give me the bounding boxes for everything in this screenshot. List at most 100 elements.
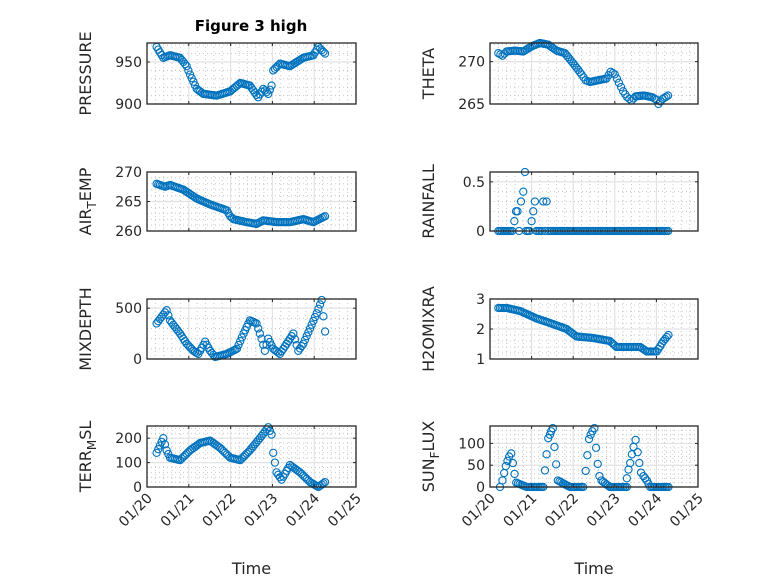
data-point <box>593 459 602 469</box>
data-point <box>184 66 193 75</box>
data-point <box>267 81 276 90</box>
x-tick-label: 01/20 <box>116 491 156 531</box>
x-tick-label: 01/21 <box>158 491 198 531</box>
data-point <box>317 295 326 305</box>
data-point <box>252 319 261 328</box>
data-point <box>635 458 644 468</box>
data-point <box>300 335 310 345</box>
data-point <box>539 197 548 206</box>
data-point <box>610 70 619 79</box>
y-tick-label: 200 <box>115 431 142 447</box>
data-point <box>662 332 671 342</box>
data-point <box>319 47 328 57</box>
data-point <box>314 304 323 313</box>
y-tick-label: 100 <box>458 436 485 452</box>
data-point <box>254 324 263 333</box>
x-axis-label: Time <box>231 559 271 578</box>
y-axis-label: AIRTEMP <box>76 167 99 235</box>
y-label-rest: EMP <box>76 167 95 201</box>
axes-terr_msl: 0 100 200 TERRMSL 01/20 01/21 01/22 01/23 01/24 0… <box>76 421 365 578</box>
data-point <box>270 458 280 467</box>
data-point <box>267 430 276 439</box>
y-tick-label: 950 <box>115 55 142 71</box>
y-tick-label: 2 <box>476 322 485 338</box>
data-point <box>631 435 640 445</box>
y-tick-label: 270 <box>115 165 142 181</box>
axes-box <box>146 42 357 105</box>
data-point <box>508 458 518 468</box>
data-point <box>159 434 168 443</box>
data-point <box>612 74 622 83</box>
y-axis-label: THETA <box>419 48 438 100</box>
y-axis-label: RAINFALL <box>419 164 438 239</box>
data-point <box>501 461 510 471</box>
x-tick-label: 01/24 <box>625 490 665 530</box>
data-point <box>664 330 673 340</box>
data-point <box>510 217 519 226</box>
x-axis-label: Time <box>573 559 613 578</box>
y-tick-label: 1 <box>476 352 485 368</box>
x-tick-label: 01/23 <box>584 491 624 531</box>
data-point <box>530 197 540 206</box>
data-point <box>510 469 519 479</box>
data-point <box>232 344 242 353</box>
data-point <box>519 187 528 196</box>
data-point <box>319 312 328 321</box>
data-point <box>583 451 592 460</box>
y-tick-label: 0.5 <box>463 175 485 191</box>
data-point <box>498 51 507 60</box>
data-point <box>312 309 321 318</box>
y-axis-label: TERRMSL <box>76 421 99 494</box>
data-point <box>289 329 298 338</box>
data-point <box>320 49 330 58</box>
data-point <box>264 89 273 99</box>
data-point <box>297 341 306 351</box>
data-point <box>648 93 657 102</box>
y-label-main: AIR <box>76 209 95 236</box>
y-label-subscript: F <box>428 451 442 458</box>
data-point <box>616 82 626 92</box>
data-point <box>551 460 561 469</box>
data-point <box>236 337 245 346</box>
x-tick-label: 01/25 <box>325 491 365 531</box>
y-label-main: TERR <box>76 450 95 493</box>
data-point <box>265 85 275 94</box>
x-tick-label: 01/24 <box>283 490 323 530</box>
y-label-main: SUN <box>419 458 438 492</box>
data-point <box>662 92 671 101</box>
data-point <box>307 320 316 329</box>
data-point <box>503 456 512 466</box>
data-point <box>542 197 551 206</box>
axes-box <box>489 425 699 488</box>
data-point <box>320 212 330 221</box>
axes-rainfall: 0 0.5 RAINFALL <box>419 164 699 240</box>
axes-box <box>146 298 357 360</box>
data-point <box>234 80 243 89</box>
y-tick-label: 100 <box>115 456 142 472</box>
data-point <box>320 477 330 487</box>
y-axis-label: SUNFLUX <box>419 421 442 493</box>
x-tick-label: 01/22 <box>200 491 240 531</box>
y-label-rest: SL <box>76 421 95 440</box>
axes-theta: 265 270 THETA <box>419 38 699 113</box>
x-tick-label: 01/23 <box>241 491 281 531</box>
data-point <box>550 442 559 452</box>
data-point <box>269 448 278 457</box>
data-point <box>627 450 637 459</box>
data-point <box>299 339 308 348</box>
data-point <box>255 329 265 338</box>
data-point <box>234 340 243 350</box>
x-tick-label: 01/25 <box>667 491 707 531</box>
x-tick-label: 01/21 <box>501 491 541 531</box>
data-point <box>542 450 551 459</box>
data-point <box>516 197 526 206</box>
data-point <box>529 207 538 216</box>
data-point <box>513 207 522 216</box>
data-point <box>182 62 191 71</box>
data-point <box>304 328 313 337</box>
data-point <box>614 78 624 87</box>
data-point <box>590 424 599 433</box>
axes-pressure: 900 950 PRESSURE <box>76 31 357 116</box>
y-axis-label: H2OMIXRA <box>419 286 438 372</box>
y-tick-label: 265 <box>115 195 142 211</box>
